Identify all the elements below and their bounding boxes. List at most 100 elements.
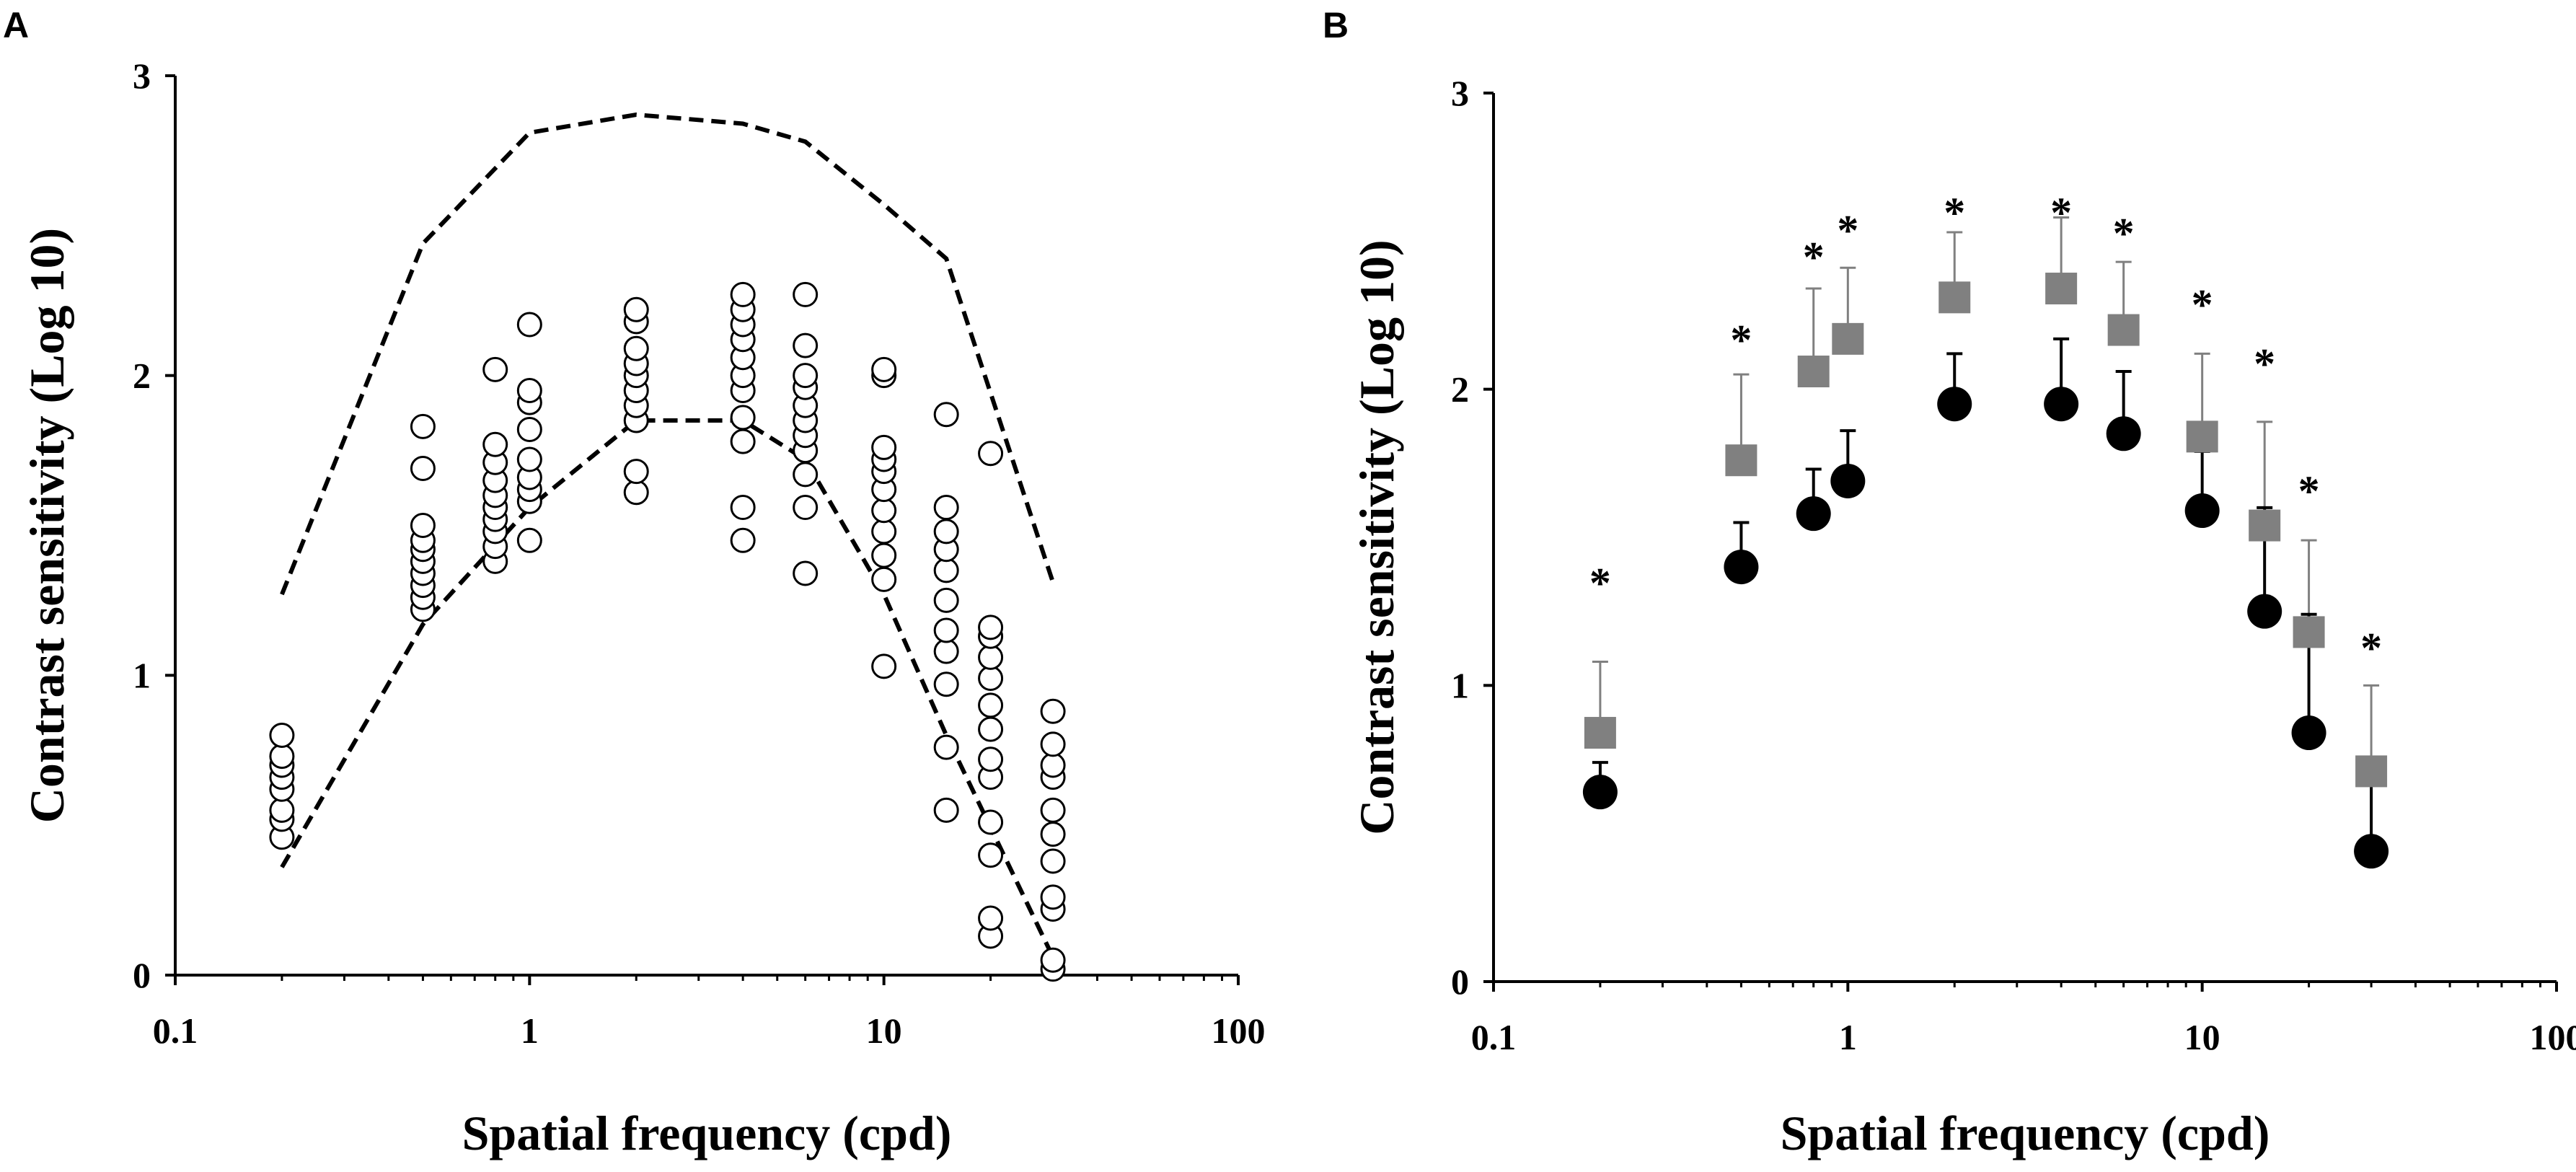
data-point bbox=[793, 560, 819, 586]
data-point bbox=[516, 416, 542, 442]
y-axis-title: Contrast sensitivity (Log 10) bbox=[19, 228, 74, 823]
data-point bbox=[933, 587, 959, 613]
data-point bbox=[933, 495, 959, 521]
y-tick-label: 3 bbox=[1451, 73, 1469, 113]
data-point bbox=[933, 617, 959, 643]
data-point bbox=[978, 614, 1004, 640]
data-point bbox=[623, 335, 649, 361]
data-point bbox=[1040, 797, 1066, 823]
y-tick-label: 3 bbox=[133, 56, 151, 96]
y-tick-label: 0 bbox=[133, 955, 151, 995]
x-axis-title: Spatial frequency (cpd) bbox=[462, 1106, 952, 1160]
data-point bbox=[730, 495, 756, 521]
y-tick-label: 2 bbox=[1451, 369, 1469, 410]
data-point-square bbox=[2045, 273, 2078, 305]
data-point bbox=[516, 446, 542, 472]
data-point bbox=[793, 281, 819, 307]
data-point bbox=[482, 431, 508, 457]
x-tick-label: 10 bbox=[2184, 1017, 2220, 1057]
data-point bbox=[410, 456, 436, 482]
x-tick-label: 100 bbox=[1212, 1010, 1266, 1051]
data-point bbox=[730, 405, 756, 431]
data-point-square bbox=[1797, 356, 1830, 388]
data-point bbox=[871, 356, 897, 382]
data-point bbox=[933, 519, 959, 545]
data-point-circle bbox=[2106, 416, 2141, 451]
data-point bbox=[410, 513, 436, 538]
data-point bbox=[793, 332, 819, 358]
data-point bbox=[730, 428, 756, 454]
data-point-square bbox=[2293, 616, 2325, 648]
data-point bbox=[978, 692, 1004, 718]
data-point-circle bbox=[2354, 834, 2389, 869]
data-point bbox=[1040, 731, 1066, 757]
data-point bbox=[933, 558, 959, 583]
data-point bbox=[516, 312, 542, 338]
significance-marker: * bbox=[2298, 467, 2320, 515]
data-point bbox=[871, 498, 897, 524]
x-tick-label: 0.1 bbox=[1471, 1017, 1517, 1057]
data-point bbox=[1040, 752, 1066, 778]
data-point bbox=[269, 797, 295, 823]
y-tick-label: 1 bbox=[133, 655, 151, 695]
data-point bbox=[623, 480, 649, 506]
data-point bbox=[1040, 884, 1066, 910]
data-point-square bbox=[1725, 444, 1757, 477]
panel-label: A bbox=[3, 5, 29, 45]
data-point-circle bbox=[2184, 493, 2220, 529]
data-point bbox=[516, 377, 542, 403]
data-point-square bbox=[2107, 314, 2140, 346]
data-point-circle bbox=[1796, 496, 1831, 532]
data-point-square bbox=[1584, 717, 1616, 749]
data-point-square bbox=[2355, 755, 2388, 788]
data-point bbox=[978, 809, 1004, 835]
data-point bbox=[978, 842, 1004, 868]
data-point bbox=[623, 459, 649, 485]
data-point bbox=[978, 746, 1004, 772]
significance-marker: * bbox=[2254, 340, 2275, 387]
data-point-circle bbox=[1830, 463, 1866, 498]
data-point-square bbox=[1938, 281, 1971, 314]
y-tick-label: 2 bbox=[133, 356, 151, 396]
panel-b: B 0 1 2 3 0.1 1 10 100 Contrast sensitivity (Log … bbox=[1323, 5, 2576, 1160]
data-point bbox=[1040, 947, 1066, 973]
data-point-circle bbox=[2291, 715, 2326, 751]
data-point bbox=[793, 462, 819, 488]
data-point bbox=[871, 434, 897, 460]
significance-marker: * bbox=[2192, 281, 2213, 328]
data-point-circle bbox=[1724, 550, 1759, 585]
y-tick-label: 0 bbox=[1451, 961, 1469, 1002]
x-tick-label: 1 bbox=[521, 1010, 539, 1051]
data-point bbox=[978, 441, 1004, 467]
data-point bbox=[730, 281, 756, 307]
data-point-circle bbox=[1582, 775, 1618, 810]
panel-a: A 0 1 2 3 0.1 1 10 100 Contrast sensitivity (Log … bbox=[3, 5, 1266, 1160]
data-point bbox=[933, 638, 959, 664]
data-point bbox=[516, 527, 542, 553]
significance-marker: * bbox=[1803, 234, 1825, 281]
data-point bbox=[623, 296, 649, 322]
data-point-square bbox=[2249, 509, 2281, 542]
x-axis-title: Spatial frequency (cpd) bbox=[1781, 1106, 2270, 1160]
data-point bbox=[978, 665, 1004, 691]
data-point-square bbox=[2186, 420, 2218, 453]
data-point bbox=[978, 716, 1004, 742]
data-point bbox=[871, 566, 897, 592]
significance-marker: * bbox=[2360, 625, 2382, 672]
data-point-circle bbox=[2044, 387, 2079, 422]
data-point bbox=[871, 542, 897, 568]
y-tick-label: 1 bbox=[1451, 665, 1469, 705]
data-point bbox=[871, 519, 897, 545]
data-point bbox=[793, 363, 819, 389]
data-point bbox=[410, 413, 436, 439]
data-point bbox=[269, 744, 295, 770]
x-tick-label: 1 bbox=[1839, 1017, 1857, 1057]
data-point-circle bbox=[2247, 594, 2282, 629]
data-point bbox=[793, 495, 819, 521]
data-point bbox=[871, 653, 897, 679]
data-point bbox=[730, 527, 756, 553]
series-dashed-line bbox=[280, 112, 1055, 596]
data-point bbox=[933, 797, 959, 823]
data-point bbox=[482, 356, 508, 382]
